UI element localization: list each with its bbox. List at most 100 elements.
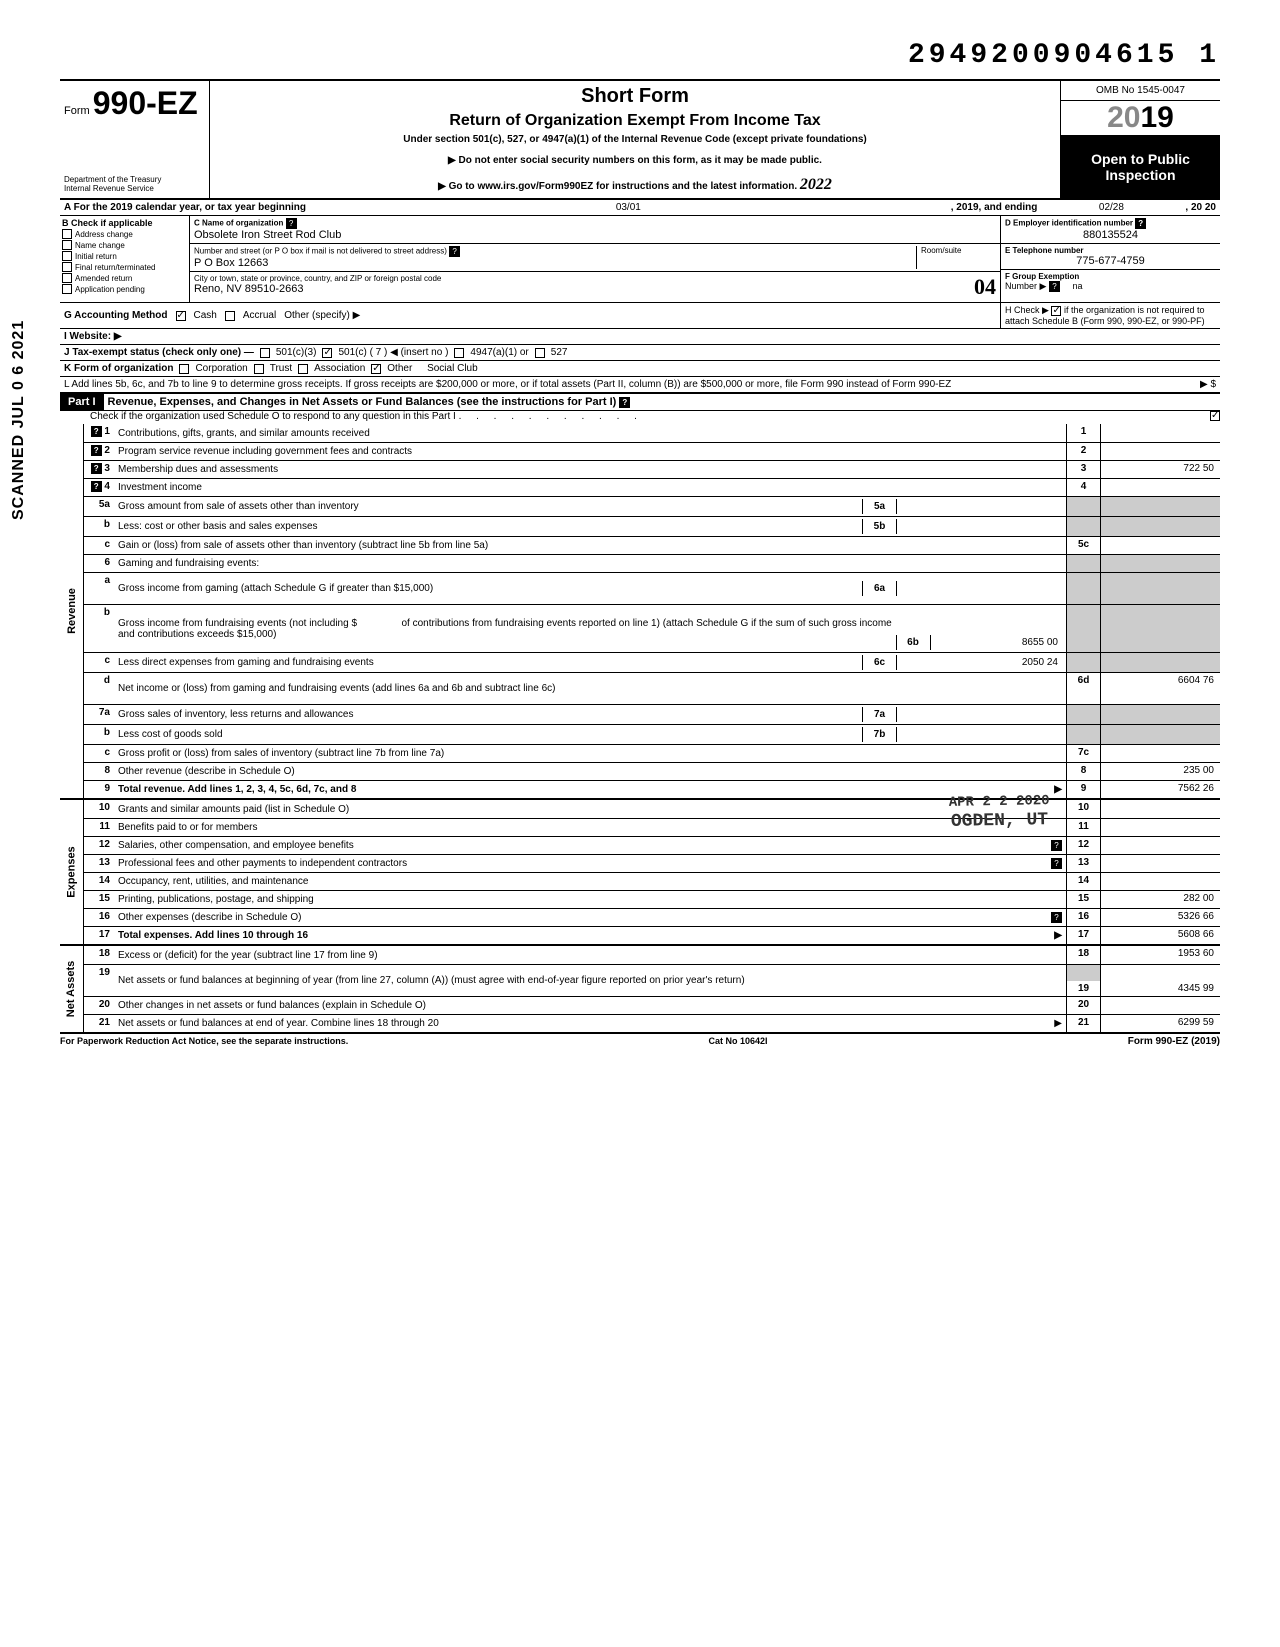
shaded-box: [1066, 653, 1100, 672]
line6b-text1: Gross income from fundraising events (no…: [118, 618, 357, 629]
line7c-box: 7c: [1066, 745, 1100, 762]
line7a-text: Gross sales of inventory, less returns a…: [118, 709, 353, 720]
part1-title: Revenue, Expenses, and Changes in Net As…: [104, 394, 1220, 410]
chk-amended-return[interactable]: [62, 273, 72, 283]
line-a-suffix: , 20 20: [1181, 202, 1220, 213]
chk-name-change[interactable]: [62, 240, 72, 250]
group-value: na: [1072, 281, 1082, 291]
row-j: J Tax-exempt status (check only one) — 5…: [60, 345, 1220, 361]
line3-val: 722 50: [1100, 461, 1220, 478]
line6c-ibox: 6c: [863, 655, 897, 670]
opt-amended-return: Amended return: [75, 274, 132, 283]
line5b-ibox: 5b: [863, 519, 897, 534]
help-icon[interactable]: ?: [1051, 840, 1062, 851]
line6d-text: Net income or (loss) from gaming and fun…: [118, 683, 555, 694]
help-icon[interactable]: ?: [1049, 281, 1060, 292]
org-address: P O Box 12663: [194, 257, 916, 269]
row-i: I Website: ▶: [60, 329, 1220, 345]
line5b-text: Less: cost or other basis and sales expe…: [118, 521, 318, 532]
row-i-label: I Website: ▶: [64, 331, 122, 342]
line-a-mid: , 2019, and ending: [947, 202, 1042, 213]
help-icon[interactable]: ?: [449, 246, 460, 257]
chk-schedule-o[interactable]: [1210, 411, 1220, 421]
shaded-box: [1066, 555, 1100, 572]
opt-final-return: Final return/terminated: [75, 263, 155, 272]
help-icon[interactable]: ?: [619, 397, 630, 408]
open-line1: Open to Public: [1063, 151, 1218, 167]
footer-mid: Cat No 10642I: [708, 1036, 767, 1047]
shaded-box: [1066, 517, 1100, 536]
chk-4947[interactable]: [454, 348, 464, 358]
chk-other-org[interactable]: [371, 364, 381, 374]
chk-accrual[interactable]: [225, 311, 235, 321]
chk-cash[interactable]: [176, 311, 186, 321]
chk-application-pending[interactable]: [62, 284, 72, 294]
opt-501c: 501(c) ( 7 ) ◀ (insert no ): [338, 347, 448, 358]
dept-line2: Internal Revenue Service: [64, 185, 205, 194]
chk-501c3[interactable]: [260, 348, 270, 358]
line5b-ival: [897, 519, 1062, 534]
line12-box: 12: [1066, 837, 1100, 854]
top-document-id: 2949200904615 1: [60, 40, 1220, 71]
line8-text: Other revenue (describe in Schedule O): [118, 766, 295, 777]
org-name: Obsolete Iron Street Rod Club: [194, 229, 341, 241]
line16-box: 16: [1066, 909, 1100, 926]
line7b-ibox: 7b: [863, 727, 897, 742]
help-icon[interactable]: ?: [91, 445, 102, 456]
line4-text: Investment income: [118, 482, 202, 493]
opt-trust: Trust: [270, 363, 292, 374]
opt-527: 527: [551, 347, 568, 358]
side-revenue: Revenue: [60, 424, 84, 798]
help-icon[interactable]: ?: [286, 218, 297, 229]
chk-h[interactable]: [1051, 306, 1061, 316]
column-b: B Check if applicable Address change Nam…: [60, 216, 190, 302]
help-icon[interactable]: ?: [1135, 218, 1146, 229]
chk-initial-return[interactable]: [62, 251, 72, 261]
line21-box: 21: [1066, 1015, 1100, 1032]
line12-val: [1100, 837, 1220, 854]
row-g-label: G Accounting Method: [64, 310, 168, 321]
note-url: ▶ Go to www.irs.gov/Form990EZ for instru…: [218, 176, 1052, 194]
chk-assoc[interactable]: [298, 364, 308, 374]
chk-trust[interactable]: [254, 364, 264, 374]
line10-text: Grants and similar amounts paid (list in…: [118, 804, 349, 815]
part1-title-text: Revenue, Expenses, and Changes in Net As…: [108, 396, 617, 408]
help-icon[interactable]: ?: [1051, 912, 1062, 923]
line9-box: 9: [1066, 781, 1100, 798]
header-left: Form 990-EZ Department of the Treasury I…: [60, 81, 210, 198]
short-form-title: Short Form: [218, 85, 1052, 108]
shaded-val: [1100, 605, 1220, 652]
help-icon[interactable]: ?: [1051, 858, 1062, 869]
open-line2: Inspection: [1063, 167, 1218, 183]
part1-label: Part I: [60, 394, 104, 410]
room-label: Room/suite: [921, 246, 996, 255]
tel-label: E Telephone number: [1005, 246, 1216, 255]
line6b-ival: 8655 00: [931, 635, 1062, 650]
chk-address-change[interactable]: [62, 229, 72, 239]
line11-text: Benefits paid to or for members: [118, 822, 258, 833]
line8-val: 235 00: [1100, 763, 1220, 780]
chk-501c[interactable]: [322, 348, 332, 358]
tax-year: 2019: [1061, 101, 1220, 136]
line1-text: Contributions, gifts, grants, and simila…: [118, 428, 370, 439]
help-icon[interactable]: ?: [91, 481, 102, 492]
note-url-text: ▶ Go to www.irs.gov/Form990EZ for instru…: [438, 181, 797, 192]
form-header: Form 990-EZ Department of the Treasury I…: [60, 79, 1220, 200]
row-j-label: J Tax-exempt status (check only one) —: [64, 347, 254, 358]
side-expenses: Expenses: [60, 800, 84, 944]
opt-other: Other (specify) ▶: [284, 310, 360, 321]
opt-name-change: Name change: [75, 241, 125, 250]
help-icon[interactable]: ?: [91, 463, 102, 474]
chk-527[interactable]: [535, 348, 545, 358]
chk-final-return[interactable]: [62, 262, 72, 272]
line7a-ival: [897, 707, 1062, 722]
chk-corp[interactable]: [179, 364, 189, 374]
line2-val: [1100, 443, 1220, 460]
line11-val: [1100, 819, 1220, 836]
help-icon[interactable]: ?: [91, 426, 102, 437]
opt-corp: Corporation: [195, 363, 247, 374]
c-city-label: City or town, state or province, country…: [194, 274, 441, 283]
line9-text: Total revenue. Add lines 1, 2, 3, 4, 5c,…: [118, 784, 356, 795]
opt-initial-return: Initial return: [75, 252, 117, 261]
shaded-box: [1066, 725, 1100, 744]
